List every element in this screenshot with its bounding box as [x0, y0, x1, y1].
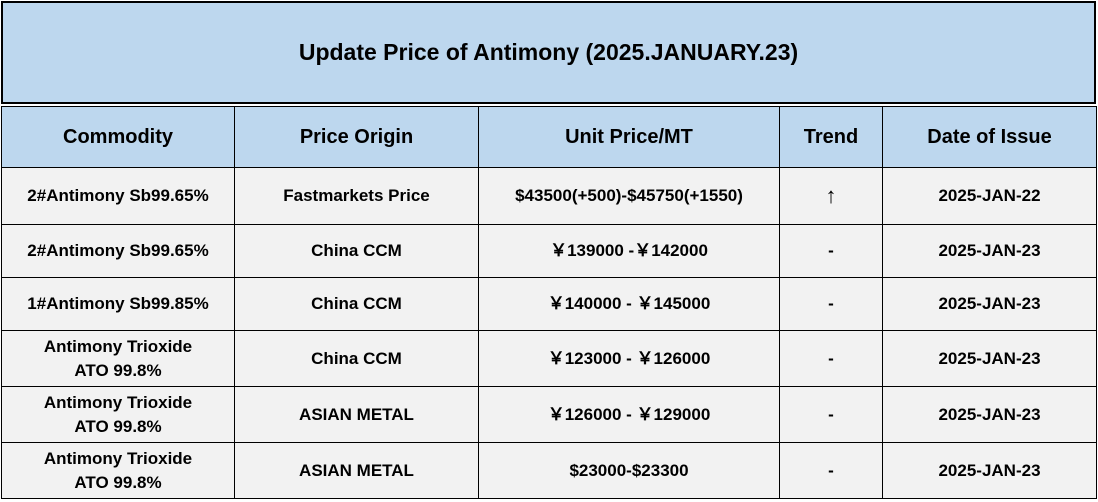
price-cell: ￥123000 - ￥126000	[478, 330, 780, 387]
trend-cell: -	[779, 277, 883, 331]
date-cell: 2025-JAN-22	[882, 167, 1097, 225]
trend-cell: -	[779, 330, 883, 387]
header-unit-price: Unit Price/MT	[478, 106, 780, 168]
trend-cell: -	[779, 224, 883, 278]
origin-cell: China CCM	[234, 330, 479, 387]
origin-cell: China CCM	[234, 224, 479, 278]
commodity-name: Antimony Trioxide	[43, 448, 193, 468]
trend-cell: -	[779, 386, 883, 443]
commodity-grade: ATO 99.8%	[74, 472, 162, 492]
commodity-grade: ATO 99.8%	[74, 360, 162, 380]
price-cell: ￥140000 - ￥145000	[478, 277, 780, 331]
table-row: 2#Antimony Sb99.65% China CCM ￥139000 -￥…	[1, 224, 1097, 278]
trend-cell: -	[779, 442, 883, 499]
commodity-cell: Antimony Trioxide ATO 99.8%	[1, 442, 235, 499]
table-row: Antimony Trioxide ATO 99.8% ASIAN METAL ￥…	[1, 386, 1097, 443]
trend-cell: ↑	[779, 167, 883, 225]
commodity-name: 2#Antimony Sb99.65%	[27, 241, 209, 261]
origin-cell: ASIAN METAL	[234, 442, 479, 499]
origin-cell: Fastmarkets Price	[234, 167, 479, 225]
header-commodity: Commodity	[1, 106, 235, 168]
header-row: Commodity Price Origin Unit Price/MT Tre…	[1, 106, 1097, 168]
commodity-cell: Antimony Trioxide ATO 99.8%	[1, 386, 235, 443]
date-cell: 2025-JAN-23	[882, 442, 1097, 499]
table-row: 2#Antimony Sb99.65% Fastmarkets Price $4…	[1, 167, 1097, 225]
commodity-cell: 2#Antimony Sb99.65%	[1, 224, 235, 278]
price-cell: $43500(+500)-$45750(+1550)	[478, 167, 780, 225]
commodity-name: 2#Antimony Sb99.65%	[27, 186, 209, 206]
header-price-origin: Price Origin	[234, 106, 479, 168]
date-cell: 2025-JAN-23	[882, 330, 1097, 387]
table-row: 1#Antimony Sb99.85% China CCM ￥140000 - …	[1, 277, 1097, 331]
commodity-grade: ATO 99.8%	[74, 416, 162, 436]
header-date-of-issue: Date of Issue	[882, 106, 1097, 168]
origin-cell: ASIAN METAL	[234, 386, 479, 443]
commodity-cell: 1#Antimony Sb99.85%	[1, 277, 235, 331]
header-trend: Trend	[779, 106, 883, 168]
arrow-up-icon: ↑	[825, 182, 837, 208]
commodity-cell: 2#Antimony Sb99.65%	[1, 167, 235, 225]
date-cell: 2025-JAN-23	[882, 386, 1097, 443]
origin-cell: China CCM	[234, 277, 479, 331]
commodity-name: 1#Antimony Sb99.85%	[27, 294, 209, 314]
table-row: Antimony Trioxide ATO 99.8% ASIAN METAL $…	[1, 442, 1097, 499]
price-table: Commodity Price Origin Unit Price/MT Tre…	[1, 106, 1097, 499]
commodity-name: Antimony Trioxide	[43, 336, 193, 356]
sheet-title: Update Price of Antimony (2025.JANUARY.2…	[1, 1, 1096, 104]
table-row: Antimony Trioxide ATO 99.8% China CCM ￥12…	[1, 330, 1097, 387]
price-cell: ￥139000 -￥142000	[478, 224, 780, 278]
price-cell: ￥126000 - ￥129000	[478, 386, 780, 443]
price-cell: $23000-$23300	[478, 442, 780, 499]
date-cell: 2025-JAN-23	[882, 277, 1097, 331]
commodity-name: Antimony Trioxide	[43, 392, 193, 412]
commodity-cell: Antimony Trioxide ATO 99.8%	[1, 330, 235, 387]
date-cell: 2025-JAN-23	[882, 224, 1097, 278]
